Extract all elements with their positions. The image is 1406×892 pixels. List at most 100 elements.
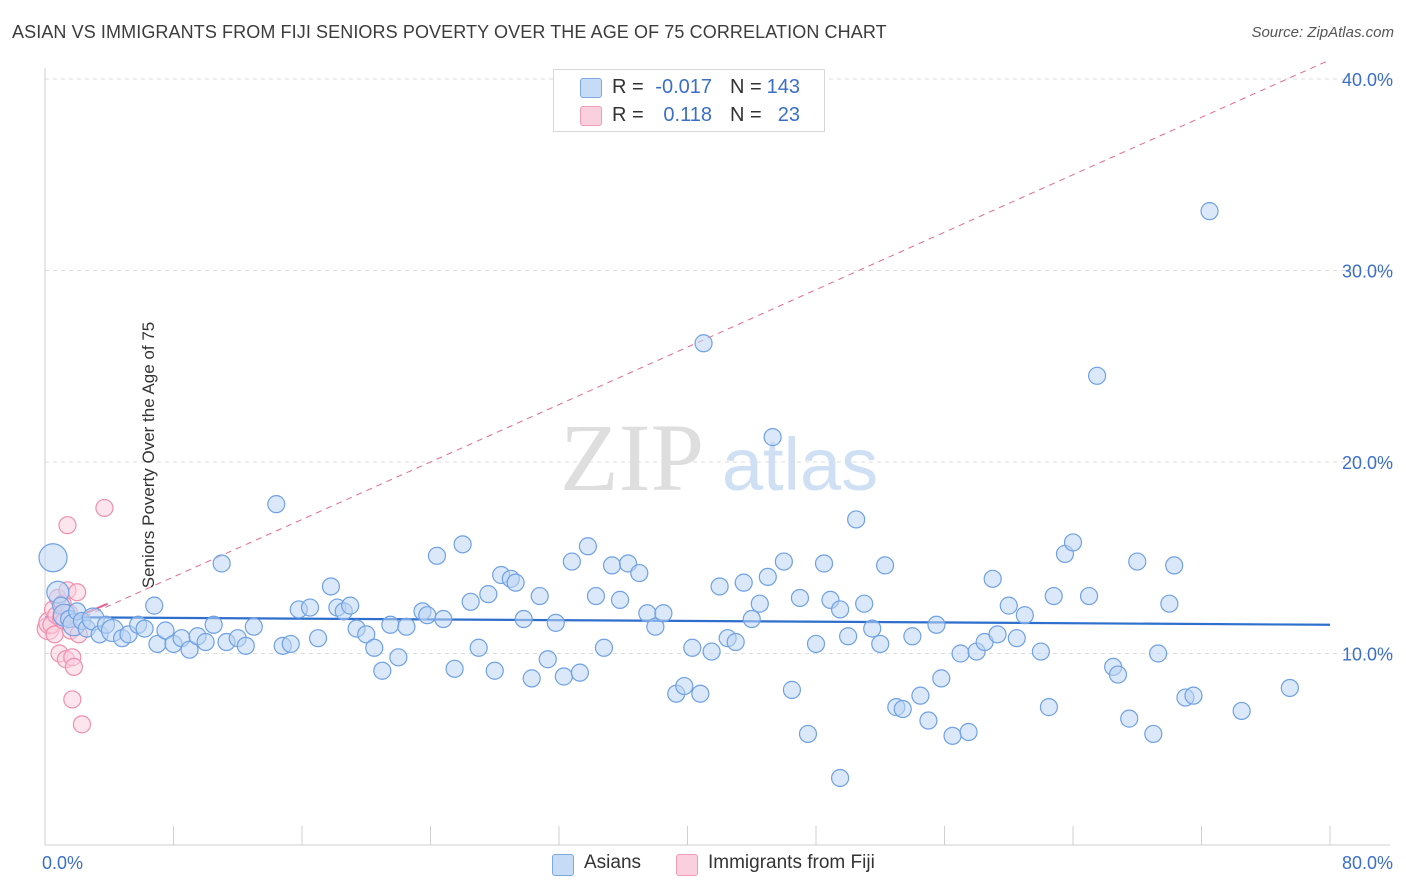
asian-point — [244, 617, 263, 636]
asian-point — [903, 627, 922, 646]
asian-point — [321, 577, 341, 596]
asian-point — [236, 636, 255, 655]
y-tick-label: 10.0% — [1342, 645, 1393, 665]
asian-point — [875, 556, 895, 575]
asian-point — [675, 676, 694, 696]
asian-point — [156, 621, 175, 640]
asian-points — [38, 202, 1299, 788]
asian-point — [691, 684, 710, 703]
asian-point — [758, 567, 777, 587]
asian-point — [855, 594, 874, 613]
asian-point — [927, 615, 946, 634]
asian-point — [546, 613, 565, 632]
asian-point — [774, 552, 793, 571]
asian-point — [630, 563, 649, 583]
asian-point — [763, 428, 782, 447]
asian-point — [710, 577, 729, 596]
asian-point — [427, 546, 447, 565]
asian-point — [847, 510, 866, 529]
asian-point — [578, 537, 598, 556]
asian-point — [1200, 202, 1219, 221]
asian-point — [1108, 665, 1128, 684]
bottom-legend: Asians Immigrants from Fiji — [0, 852, 1406, 878]
asian-point — [570, 663, 589, 682]
asian-point — [1128, 552, 1147, 571]
asian-point — [893, 699, 912, 719]
asian-point — [1280, 678, 1299, 698]
legend-n-label: N = — [730, 76, 762, 98]
asian-point — [381, 615, 400, 634]
bottom-legend-label-asians: Asians — [584, 852, 642, 873]
legend-r-value: 0.118 — [663, 104, 712, 126]
asian-point — [1044, 586, 1063, 606]
asian-point — [1007, 629, 1026, 648]
asian-point — [1120, 709, 1139, 728]
asian-point — [397, 617, 416, 636]
legend-r-value: -0.017 — [655, 76, 712, 98]
watermark-atlas: atlas — [722, 423, 878, 506]
asian-point — [485, 661, 504, 680]
asian-point — [453, 535, 472, 554]
asian-point — [951, 644, 970, 663]
asian-point — [522, 669, 541, 688]
asian-point — [654, 604, 673, 623]
asian-point — [1144, 724, 1163, 744]
legend-n-label: N = — [730, 104, 762, 126]
fiji-point — [68, 583, 87, 602]
fiji-point — [58, 516, 77, 535]
asian-point — [694, 334, 713, 353]
y-tick-label: 30.0% — [1342, 262, 1393, 282]
asian-point — [586, 586, 606, 606]
asian-point — [196, 632, 215, 652]
asian-point — [742, 609, 761, 629]
legend-swatch-asians — [580, 78, 602, 98]
legend-row-asians: R = -0.017 N = 143 — [554, 74, 824, 102]
legend-n-value: 143 — [766, 76, 800, 98]
asian-point — [750, 594, 769, 613]
asian-point — [782, 680, 802, 699]
asian-point — [38, 543, 68, 573]
asian-point — [1015, 606, 1034, 625]
asian-point — [839, 627, 858, 646]
asian-point — [469, 638, 488, 657]
fiji-point — [95, 498, 114, 518]
asian-point — [911, 686, 930, 705]
asian-point — [418, 606, 437, 625]
asian-point — [702, 642, 721, 661]
asian-point — [871, 634, 890, 654]
asian-point — [932, 669, 951, 688]
asian-point — [646, 617, 665, 636]
asian-point — [135, 619, 154, 638]
asian-point — [204, 615, 223, 634]
asian-point — [357, 625, 376, 644]
asian-point — [530, 586, 549, 606]
grid-lines — [45, 78, 1395, 654]
axes — [44, 68, 1390, 846]
asian-point — [830, 768, 850, 788]
asian-point — [445, 659, 464, 678]
asian-point — [594, 638, 614, 657]
asian-point — [1149, 644, 1168, 663]
chart-title: ASIAN VS IMMIGRANTS FROM FIJI SENIORS PO… — [12, 22, 887, 42]
trend-lines — [44, 59, 1331, 635]
y-tick-label: 40.0% — [1342, 70, 1393, 90]
asian-point — [999, 596, 1018, 615]
asian-point — [1184, 686, 1203, 705]
asian-point — [308, 629, 328, 648]
trend-line — [44, 616, 1331, 626]
asian-point — [863, 619, 882, 638]
legend-row-fiji: R = 0.118 N = 23 — [554, 102, 824, 130]
asian-point — [610, 590, 630, 609]
asian-point — [479, 585, 498, 604]
asian-point — [734, 573, 753, 592]
tick-labels: 10.0% 20.0% 30.0% 40.0% 0.0% 80.0% — [42, 70, 1393, 873]
fiji-point — [63, 690, 82, 709]
asian-point — [1039, 698, 1059, 717]
asian-point — [267, 495, 286, 514]
asian-point — [1232, 701, 1251, 721]
asian-point — [798, 724, 818, 744]
asian-point — [943, 726, 962, 745]
asian-point — [145, 596, 164, 615]
watermark: ZIP atlas — [560, 404, 878, 511]
